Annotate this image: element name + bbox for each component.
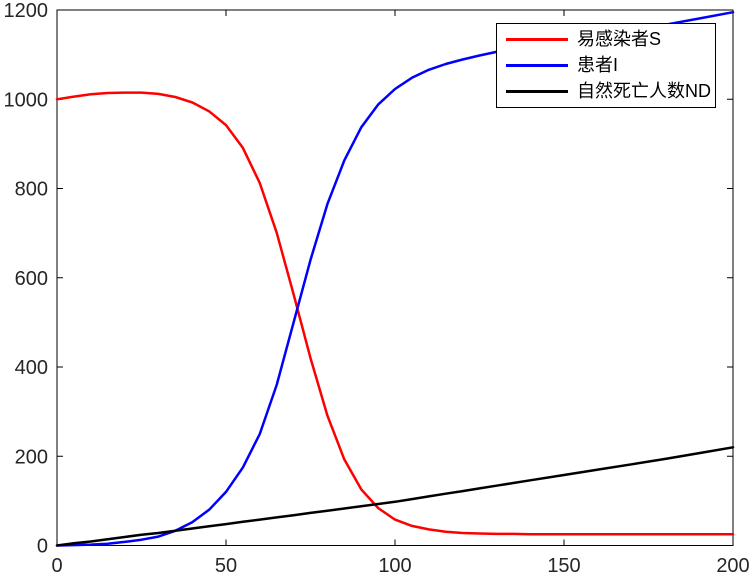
y-tick-label: 600 [15, 268, 48, 290]
legend-line-swatch-blue [506, 63, 568, 67]
legend-row-natural-deaths: 自然死亡人数ND [497, 79, 715, 104]
x-tick-label: 0 [51, 555, 62, 577]
legend-label-susceptible: 易感染者S [577, 28, 662, 49]
x-tick-label: 50 [215, 555, 237, 577]
x-tick-label: 150 [547, 555, 580, 577]
y-tick-label: 0 [37, 536, 48, 558]
legend-label-infected: 患者I [577, 54, 619, 75]
x-tick-label: 200 [716, 555, 749, 577]
y-tick-label: 1200 [4, 0, 49, 22]
legend: 易感染者S 患者I 自然死亡人数ND [496, 23, 716, 108]
legend-row-susceptible: 易感染者S [497, 27, 715, 52]
legend-row-infected: 患者I [497, 53, 715, 78]
y-tick-label: 1000 [4, 89, 49, 111]
y-tick-label: 200 [15, 446, 48, 468]
x-tick-label: 100 [378, 555, 411, 577]
y-tick-label: 400 [15, 357, 48, 379]
series-line-0 [55, 91, 735, 536]
legend-label-natural-deaths: 自然死亡人数ND [577, 81, 711, 102]
series-line-2 [55, 446, 735, 547]
legend-line-swatch-red [506, 37, 568, 41]
legend-line-swatch-black [506, 90, 568, 94]
y-tick-label: 800 [15, 179, 48, 201]
